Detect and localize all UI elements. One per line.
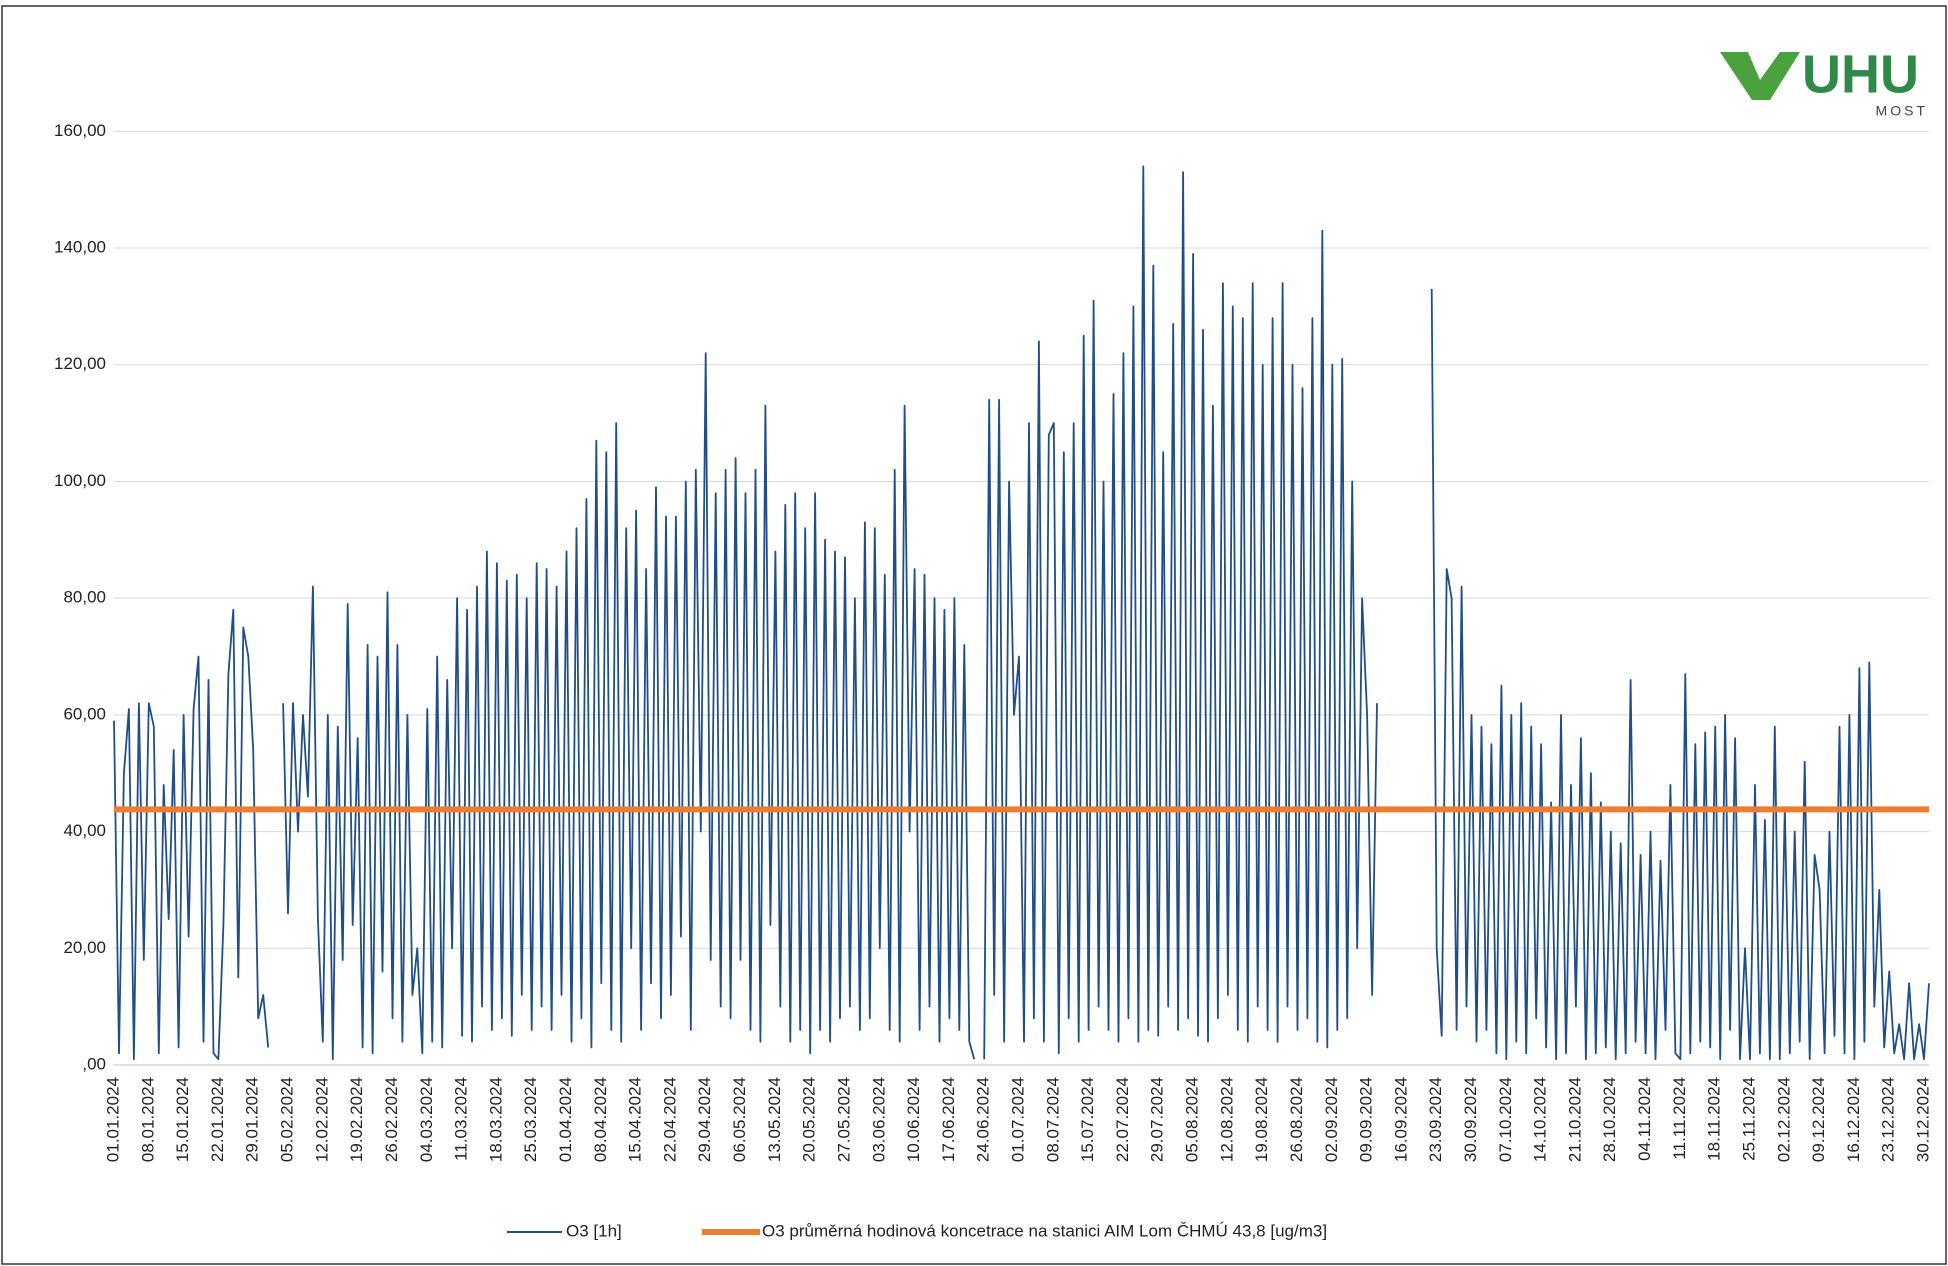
x-tick-label: 11.11.2024: [1670, 1077, 1689, 1160]
x-tick-label: 29.04.2024: [695, 1077, 714, 1162]
x-tick-label: 14.10.2024: [1531, 1077, 1550, 1162]
x-tick-label: 11.03.2024: [452, 1077, 471, 1161]
x-tick-label: 08.01.2024: [138, 1077, 157, 1162]
x-tick-label: 19.08.2024: [1252, 1077, 1271, 1162]
x-tick-label: 08.07.2024: [1043, 1077, 1062, 1162]
y-tick-label: 40,00: [63, 821, 106, 840]
x-tick-label: 25.03.2024: [521, 1077, 540, 1162]
frame: [1, 5, 1947, 1265]
x-tick-label: 08.04.2024: [591, 1077, 610, 1162]
x-tick-label: 28.10.2024: [1600, 1077, 1619, 1162]
x-tick-label: 18.03.2024: [486, 1077, 505, 1162]
x-tick-label: 12.08.2024: [1217, 1077, 1236, 1162]
x-tick-label: 01.04.2024: [556, 1077, 575, 1162]
x-tick-label: 20.05.2024: [800, 1077, 819, 1162]
x-tick-label: 07.10.2024: [1496, 1077, 1515, 1162]
logo-subtext: MOST: [1876, 103, 1928, 119]
y-tick-label: 160,00: [54, 121, 106, 140]
x-tick-label: 16.09.2024: [1391, 1077, 1410, 1162]
x-tick-label: 26.08.2024: [1287, 1077, 1306, 1162]
x-tick-label: 30.12.2024: [1914, 1077, 1933, 1162]
x-tick-label: 22.04.2024: [660, 1077, 679, 1162]
x-tick-label: 23.09.2024: [1426, 1077, 1445, 1162]
x-tick-label: 19.02.2024: [347, 1077, 366, 1162]
x-tick-label: 01.07.2024: [1008, 1077, 1027, 1162]
y-tick-label: 140,00: [54, 238, 106, 257]
x-tick-label: 16.12.2024: [1844, 1077, 1863, 1162]
x-tick-label: 22.07.2024: [1113, 1077, 1132, 1162]
x-tick-label: 23.12.2024: [1879, 1077, 1898, 1162]
x-tick-label: 15.04.2024: [626, 1077, 645, 1162]
x-tick-label: 01.01.2024: [103, 1077, 122, 1162]
y-tick-label: 80,00: [63, 588, 106, 607]
x-tick-label: 29.07.2024: [1148, 1077, 1167, 1162]
x-tick-label: 13.05.2024: [765, 1077, 784, 1162]
x-tick-label: 02.12.2024: [1774, 1077, 1793, 1162]
x-tick-label: 21.10.2024: [1565, 1077, 1584, 1162]
x-tick-label: 25.11.2024: [1739, 1077, 1758, 1161]
y-tick-label: ,00: [82, 1054, 106, 1073]
x-tick-label: 15.01.2024: [173, 1077, 192, 1162]
y-tick-label: 120,00: [54, 354, 106, 373]
x-tick-label: 09.09.2024: [1357, 1077, 1376, 1162]
x-tick-label: 05.02.2024: [278, 1077, 297, 1162]
x-tick-label: 17.06.2024: [939, 1077, 958, 1162]
x-tick-label: 12.02.2024: [312, 1077, 331, 1162]
logo-text: UHU: [1802, 44, 1919, 104]
x-tick-label: 03.06.2024: [869, 1077, 888, 1162]
y-tick-label: 60,00: [63, 704, 106, 723]
x-tick-label: 09.12.2024: [1809, 1077, 1828, 1162]
x-tick-label: 10.06.2024: [904, 1077, 923, 1162]
y-tick-label: 100,00: [54, 471, 106, 490]
y-tick-label: 20,00: [63, 938, 106, 957]
x-tick-label: 02.09.2024: [1322, 1077, 1341, 1162]
logo-mark: [1720, 52, 1800, 100]
logo: UHU MOST: [1720, 44, 1928, 119]
x-tick-label: 27.05.2024: [834, 1077, 853, 1162]
x-tick-label: 24.06.2024: [974, 1077, 993, 1162]
legend-label: O3 [1h]: [566, 1221, 622, 1240]
x-tick-label: 15.07.2024: [1078, 1077, 1097, 1162]
x-tick-label: 18.11.2024: [1705, 1077, 1724, 1161]
x-tick-label: 04.11.2024: [1635, 1077, 1654, 1161]
x-tick-label: 22.01.2024: [208, 1077, 227, 1162]
x-tick-label: 05.08.2024: [1183, 1077, 1202, 1162]
data-line: [113, 165, 1930, 1061]
x-tick-label: 06.05.2024: [730, 1077, 749, 1162]
legend-label: O3 průměrná hodinová koncetrace na stani…: [762, 1221, 1327, 1240]
x-tick-label: 29.01.2024: [243, 1077, 262, 1162]
x-tick-label: 26.02.2024: [382, 1077, 401, 1162]
x-tick-label: 30.09.2024: [1461, 1077, 1480, 1162]
x-tick-label: 04.03.2024: [417, 1077, 436, 1162]
